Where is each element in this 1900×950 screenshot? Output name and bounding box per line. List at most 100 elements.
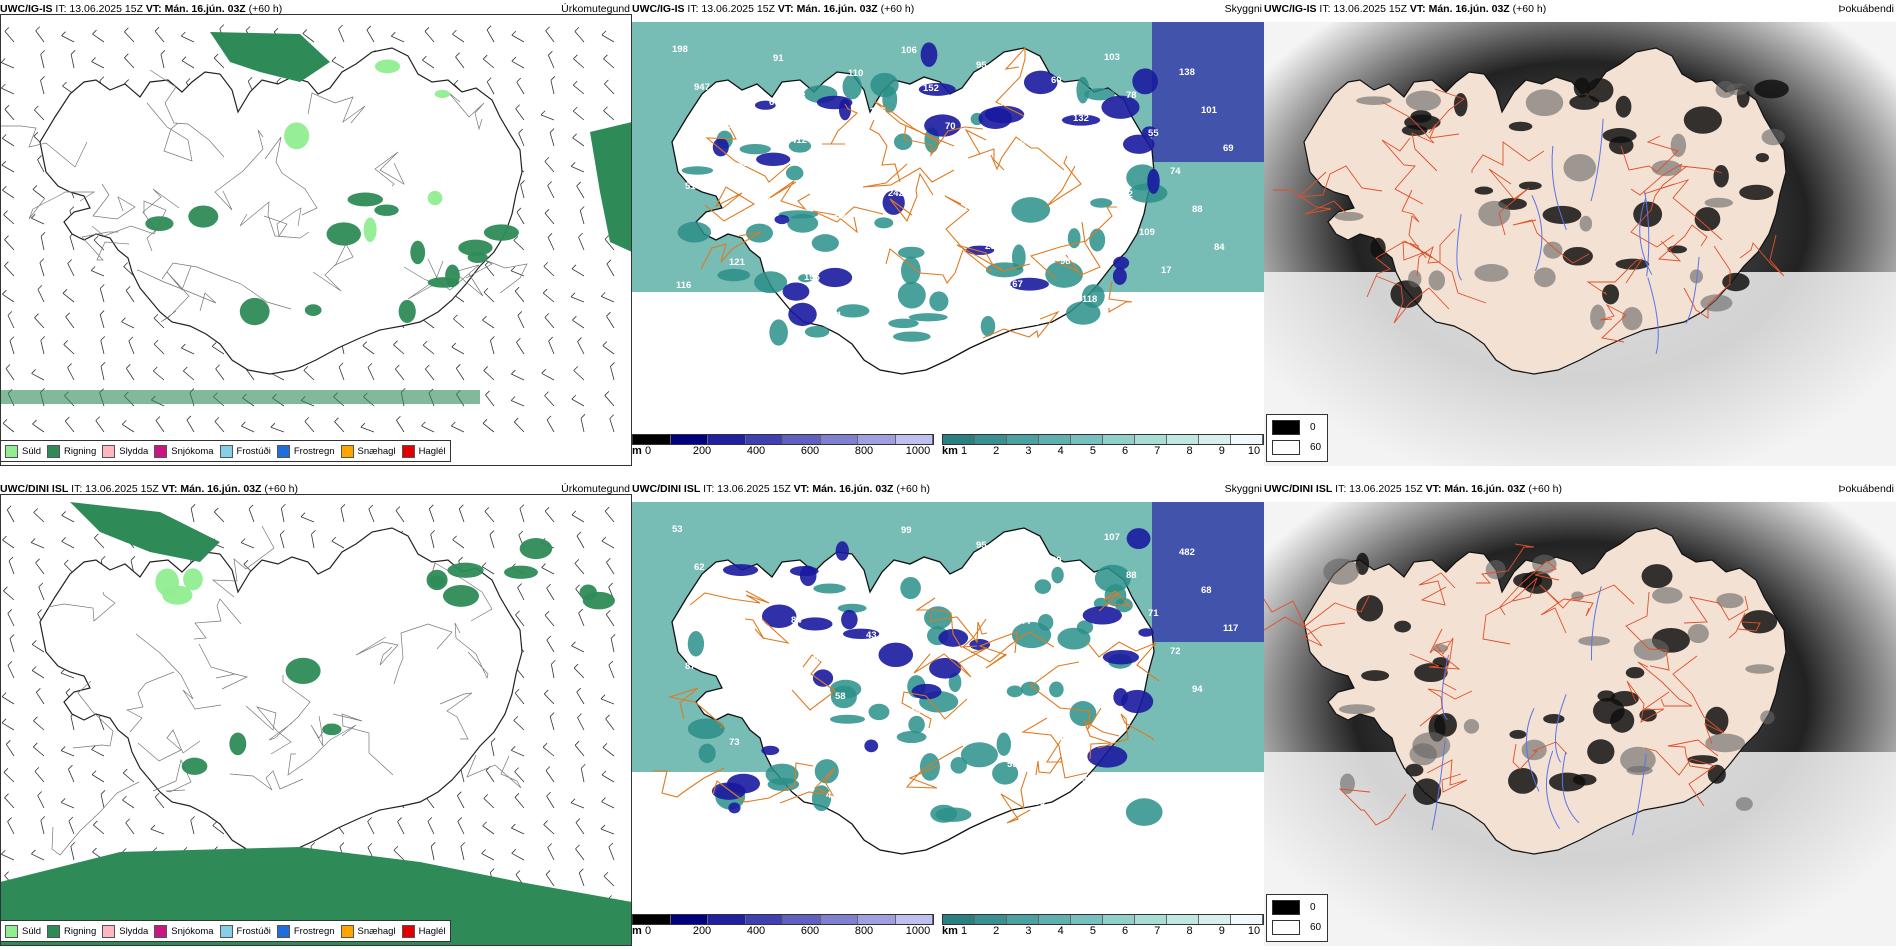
- map-panel-vis: UWC/DINI ISL IT: 13.06.2025 15Z VT: Mán.…: [632, 480, 1264, 946]
- precip-areas: [711, 528, 1154, 814]
- visibility-value: 102: [1117, 189, 1133, 200]
- visibility-value: 54: [879, 767, 890, 778]
- precip-areas: [687, 564, 1163, 826]
- visibility-value: 99: [998, 98, 1009, 109]
- scale-unit: km: [942, 925, 958, 937]
- scale-tick: 3: [1025, 925, 1032, 937]
- visibility-value: 95: [976, 60, 987, 71]
- visibility-value: 98: [1095, 631, 1106, 642]
- visibility-value: 68: [1201, 585, 1212, 596]
- colorbar: [942, 434, 1264, 445]
- map-view[interactable]: 53 42 43 63 85 74 62 84 349 381 956 482 69 55 49 55 107 6…: [632, 502, 1264, 946]
- visibility-value: 17: [1161, 265, 1172, 276]
- map-view[interactable]: Súld Rigning Slydda Snjókoma Frostúði Frostre…: [0, 14, 632, 466]
- model-name: UWC/IG-IS: [632, 3, 685, 15]
- legend-swatch: [1272, 900, 1300, 915]
- map-view[interactable]: 0 60: [1264, 22, 1896, 466]
- scale-tick: 200: [692, 445, 712, 457]
- visibility-value: 43: [866, 630, 877, 641]
- panel-header: UWC/DINI ISL IT: 13.06.2025 15Z VT: Mán.…: [0, 480, 632, 498]
- visibility-value: 118: [1082, 294, 1097, 305]
- map-view[interactable]: 198 66 189 169 98 113 947 412 242 253 118 138 139 89 1…: [632, 22, 1264, 466]
- legend-swatch: [401, 924, 415, 938]
- precip-areas: [1334, 80, 1785, 331]
- fog-legend-item: 0: [1272, 420, 1316, 435]
- rain-area: [70, 502, 220, 562]
- map-view[interactable]: 0 60: [1264, 502, 1896, 946]
- visibility-value: 85: [1060, 736, 1071, 747]
- colorbar: [942, 914, 1264, 925]
- scale-tick: 6: [1122, 445, 1129, 457]
- legend-label: Frostúði: [236, 445, 271, 457]
- visibility-value: 198: [672, 44, 688, 55]
- road-network: [1264, 543, 1761, 826]
- fog-legend-item: 0: [1272, 900, 1316, 915]
- visibility-value: 152: [923, 83, 939, 94]
- visibility-value: 63: [782, 234, 793, 245]
- visibility-value: 51: [685, 181, 696, 192]
- rain-area: [590, 122, 632, 252]
- visibility-value: 482: [1179, 547, 1195, 558]
- visibility-value: 55: [1148, 128, 1159, 139]
- lead-time: (+60 h): [264, 483, 298, 495]
- scale-tick: 8: [1186, 925, 1193, 937]
- scale-tick: 0: [644, 925, 652, 937]
- scale-tick: 4: [1057, 925, 1064, 937]
- scale-tick: 3: [1025, 445, 1032, 457]
- legend-item: Rigning: [47, 444, 96, 458]
- visibility-value: 144: [932, 264, 949, 275]
- visibility-value: 88: [1126, 570, 1137, 581]
- road-network: [700, 46, 1133, 339]
- visibility-value: 84: [1214, 242, 1225, 253]
- model-name: UWC/DINI ISL: [0, 483, 69, 495]
- visibility-value: 69: [879, 287, 890, 298]
- visibility-scale-km: km 1 2 3 4 5 6 7 8 9 10: [942, 434, 1264, 464]
- scale-tick: 9: [1218, 925, 1225, 937]
- legend-swatch: [5, 924, 18, 938]
- valid-time: VT: Mán. 16.jún. 03Z: [777, 3, 878, 15]
- legend-swatch: [340, 444, 354, 458]
- visibility-value: 107: [1104, 532, 1120, 543]
- visibility-value: 381: [985, 721, 1002, 732]
- panel-header: UWC/IG-IS IT: 13.06.2025 15Z VT: Mán. 16…: [1264, 0, 1896, 18]
- visibility-value: 86: [804, 752, 815, 763]
- rain-area: [210, 32, 330, 82]
- precip-areas: [181, 657, 342, 775]
- visibility-value: 52: [835, 211, 846, 222]
- legend-label: 0: [1310, 902, 1316, 913]
- precip-areas: [426, 538, 615, 610]
- visibility-value: 167: [1007, 279, 1023, 290]
- visibility-value: 88: [1192, 204, 1203, 215]
- fog-legend: 0 60: [1266, 894, 1328, 942]
- visibility-value: 62: [694, 562, 705, 573]
- visibility-value: 95: [1029, 317, 1040, 328]
- fog-legend: 0 60: [1266, 414, 1328, 462]
- visibility-value: 95: [976, 540, 987, 551]
- scale-tick: 400: [746, 925, 766, 937]
- legend-item: Haglél: [401, 444, 446, 458]
- valid-time: VT: Mán. 16.jún. 03Z: [1409, 3, 1510, 15]
- visibility-value: 87: [760, 676, 771, 687]
- init-time: IT: 13.06.2025 15Z: [703, 483, 791, 495]
- panel-header: UWC/IG-IS IT: 13.06.2025 15Z VT: Mán. 16…: [0, 0, 632, 18]
- lead-time: (+60 h): [1528, 483, 1562, 495]
- scale-unit: m: [632, 445, 642, 457]
- visibility-value: 98: [1060, 256, 1071, 267]
- visibility-value: 69: [738, 638, 749, 649]
- map-panel-precip: UWC/DINI ISL IT: 13.06.2025 15Z VT: Mán.…: [0, 480, 632, 946]
- legend-swatch: [1272, 920, 1300, 935]
- map-view[interactable]: Súld Rigning Slydda Snjókoma Frostúði Frostre…: [0, 494, 632, 946]
- legend-swatch: [276, 444, 290, 458]
- precip-areas: [1323, 554, 1775, 811]
- visibility-value: 196: [804, 272, 820, 283]
- init-time: IT: 13.06.2025 15Z: [687, 3, 775, 15]
- legend-label: Snæhagl: [357, 445, 396, 457]
- valid-time: VT: Mán. 16.jún. 03Z: [1425, 483, 1526, 495]
- legend-label: Rigning: [64, 925, 97, 937]
- scale-tick: 1: [960, 925, 968, 937]
- model-name: UWC/IG-IS: [1264, 3, 1317, 15]
- map-panel-cloud: UWC/IG-IS IT: 13.06.2025 15Z VT: Mán. 16…: [1264, 0, 1896, 466]
- panel-header: UWC/IG-IS IT: 13.06.2025 15Z VT: Mán. 16…: [632, 0, 1264, 18]
- legend-label: Slydda: [119, 925, 149, 937]
- visibility-value: 74: [1157, 789, 1168, 800]
